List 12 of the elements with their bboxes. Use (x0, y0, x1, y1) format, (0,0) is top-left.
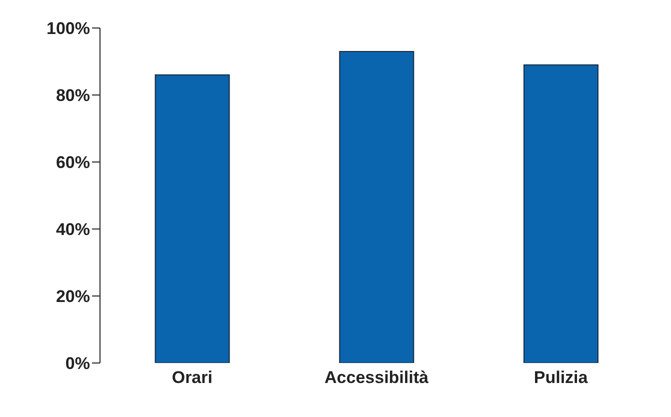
x-tick-label: Pulizia (534, 368, 588, 388)
y-tick-label: 60% (56, 153, 90, 172)
bar (523, 64, 598, 363)
y-tick-label: 100% (46, 19, 90, 38)
y-tick-label: 80% (56, 86, 90, 106)
y-tick-label: 0% (65, 354, 90, 374)
bar (339, 50, 414, 363)
x-tick-label: Orari (172, 368, 212, 388)
bar (154, 74, 230, 363)
y-tick-label: 20% (56, 287, 90, 306)
x-tick-label: Accessibilità (324, 368, 430, 388)
y-tick-label: 40% (56, 220, 90, 240)
